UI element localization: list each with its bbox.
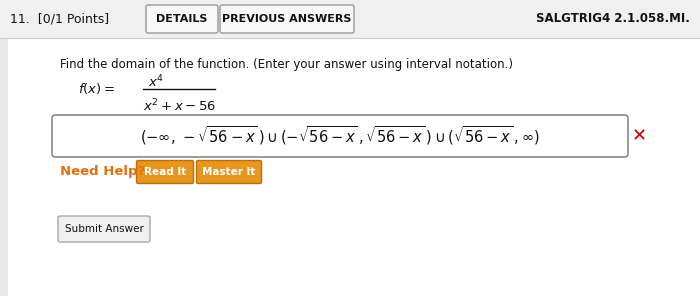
Text: Find the domain of the function. (Enter your answer using interval notation.): Find the domain of the function. (Enter …: [60, 58, 513, 71]
Text: $x^4$: $x^4$: [148, 74, 164, 90]
Text: SALGTRIG4 2.1.058.MI.: SALGTRIG4 2.1.058.MI.: [536, 12, 690, 25]
FancyBboxPatch shape: [52, 115, 628, 157]
Text: Master It: Master It: [202, 167, 256, 177]
Text: DETAILS: DETAILS: [156, 14, 208, 24]
Bar: [0, 0, 700, 38]
Text: $(-\infty,\,-\sqrt{56-x}\,)\cup(-\sqrt{56-x}\,,\sqrt{56-x}\,)\cup(\sqrt{56-x}\,,: $(-\infty,\,-\sqrt{56-x}\,)\cup(-\sqrt{5…: [140, 125, 540, 147]
Text: PREVIOUS ANSWERS: PREVIOUS ANSWERS: [223, 14, 351, 24]
FancyBboxPatch shape: [136, 160, 193, 184]
Text: $f(x) =$: $f(x) =$: [78, 81, 115, 96]
Text: Submit Answer: Submit Answer: [64, 224, 144, 234]
FancyBboxPatch shape: [220, 5, 354, 33]
Text: 11.  [0/1 Points]: 11. [0/1 Points]: [10, 12, 109, 25]
Text: ✕: ✕: [631, 127, 647, 145]
Text: $x^2+x-56$: $x^2+x-56$: [143, 98, 216, 115]
Bar: [0, 38, 700, 296]
FancyBboxPatch shape: [58, 216, 150, 242]
Bar: [0, 38, 8, 296]
Text: Need Help?: Need Help?: [60, 165, 146, 178]
FancyBboxPatch shape: [146, 5, 218, 33]
FancyBboxPatch shape: [197, 160, 262, 184]
Text: Read It: Read It: [144, 167, 186, 177]
